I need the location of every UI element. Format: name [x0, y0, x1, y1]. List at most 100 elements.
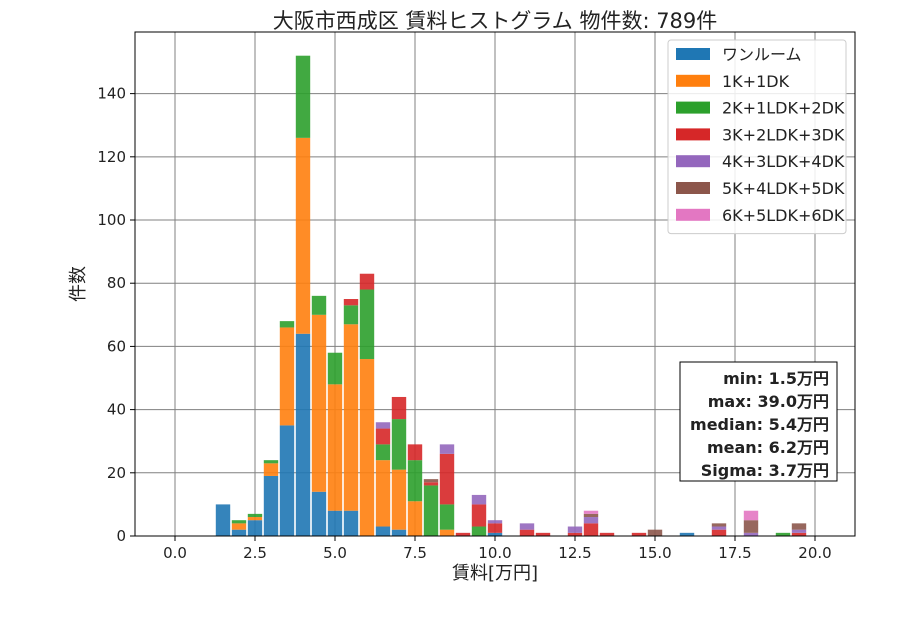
bar-segment	[775, 532, 791, 536]
bar-segment	[439, 444, 455, 454]
legend-label: 5K+4LDK+5DK	[722, 179, 845, 198]
y-tick-label: 40	[107, 401, 126, 419]
grid-lines	[135, 32, 855, 537]
bar-segment	[743, 520, 759, 533]
bar-segment	[327, 352, 343, 385]
bar-segment	[375, 444, 391, 461]
legend-swatch	[676, 101, 710, 114]
x-tick-label: 17.5	[718, 544, 751, 562]
bar-segment	[231, 523, 247, 530]
legend-label: 1K+1DK	[722, 72, 790, 91]
bar-segment	[599, 532, 615, 536]
bar-segment	[343, 305, 359, 325]
bar-segment	[327, 510, 343, 536]
x-axis-ticks: 0.0 2.5 5.0 7.5 10.0 12.5 15.0 17.5 20.0	[163, 536, 832, 562]
bar-segment	[279, 425, 295, 536]
bar-segment	[247, 513, 263, 518]
bar-segment	[583, 523, 599, 536]
x-tick-label: 5.0	[323, 544, 347, 562]
bar-segment	[391, 469, 407, 530]
bar-segment	[247, 517, 263, 521]
stats-line: median: 5.4万円	[690, 415, 829, 434]
stats-line: max: 39.0万円	[708, 392, 829, 411]
bar-segment	[423, 479, 439, 483]
bar-segment	[439, 504, 455, 530]
y-tick-label: 140	[97, 85, 126, 103]
bar-segment	[359, 289, 375, 360]
x-tick-label: 15.0	[638, 544, 671, 562]
bar-segment	[359, 359, 375, 536]
x-tick-label: 12.5	[558, 544, 591, 562]
legend-swatch	[676, 48, 710, 60]
bar-segment	[343, 324, 359, 511]
bar-segment	[567, 532, 583, 536]
legend-swatch	[676, 208, 710, 221]
bar-segment	[391, 396, 407, 420]
y-tick-label: 0	[116, 527, 126, 545]
bar-segment	[711, 529, 727, 536]
bar-segment	[263, 475, 279, 536]
bar-segment	[375, 460, 391, 527]
bar-segment	[711, 526, 727, 530]
bar-segment	[295, 55, 311, 138]
bar-segment	[343, 510, 359, 536]
bar-segment	[439, 453, 455, 505]
bar-segment	[791, 523, 807, 530]
legend-label: ワンルーム	[722, 45, 802, 64]
bar-segment	[231, 529, 247, 536]
bar-segment	[279, 321, 295, 328]
bars	[215, 55, 807, 536]
bar-segment	[471, 526, 487, 536]
y-axis-ticks: 0 20 40 60 80 100 120 140	[97, 85, 135, 545]
bar-segment	[279, 327, 295, 426]
legend-swatch	[676, 182, 710, 194]
bar-segment	[295, 137, 311, 334]
x-tick-label: 0.0	[163, 544, 187, 562]
bar-segment	[423, 485, 439, 536]
legend-box	[667, 39, 847, 235]
stats-line: Sigma: 3.7万円	[701, 461, 829, 480]
bar-segment	[375, 526, 391, 536]
bar-segment	[791, 529, 807, 533]
bar-segment	[311, 295, 327, 315]
legend-swatch	[676, 155, 710, 168]
bar-segment	[247, 520, 263, 536]
bar-segment	[439, 529, 455, 536]
stats-line: min: 1.5万円	[723, 369, 829, 388]
bar-segment	[647, 529, 663, 536]
bar-segment	[743, 510, 759, 521]
bar-segment	[359, 273, 375, 290]
chart-title: 大阪市西成区 賃料ヒストグラム 物件数: 789件	[273, 9, 718, 33]
stats-line: mean: 6.2万円	[707, 438, 829, 457]
bar-segment	[519, 529, 535, 536]
bar-segment	[391, 419, 407, 470]
y-axis-label: 件数	[68, 266, 89, 302]
bar-segment	[519, 523, 535, 530]
y-tick-label: 100	[97, 211, 126, 229]
y-tick-label: 120	[97, 148, 126, 166]
bar-segment	[743, 532, 759, 536]
bar-segment	[567, 526, 583, 533]
bar-segment	[407, 444, 423, 461]
bar-segment	[455, 532, 471, 536]
bar-segment	[407, 501, 423, 536]
bar-segment	[423, 482, 439, 486]
stats-frame	[679, 361, 838, 482]
bar-segment	[791, 532, 807, 536]
bar-segment	[263, 460, 279, 464]
bar-segment	[263, 463, 279, 476]
stats-box: min: 1.5万円 max: 39.0万円 median: 5.4万円 mean: …	[679, 361, 838, 482]
bar-segment	[295, 333, 311, 536]
bar-segment	[375, 428, 391, 445]
legend: ワンルーム 1K+1DK 2K+1LDK+2DK 3K+2LDK+3DK 4K+3LDK…	[667, 39, 847, 235]
bar-segment	[487, 523, 503, 533]
x-tick-label: 2.5	[243, 544, 267, 562]
y-tick-label: 60	[107, 337, 126, 355]
y-tick-label: 80	[107, 274, 126, 292]
bar-segment	[231, 520, 247, 524]
bar-segment	[583, 517, 599, 524]
bar-segment	[487, 520, 503, 524]
bar-segment	[711, 523, 727, 527]
